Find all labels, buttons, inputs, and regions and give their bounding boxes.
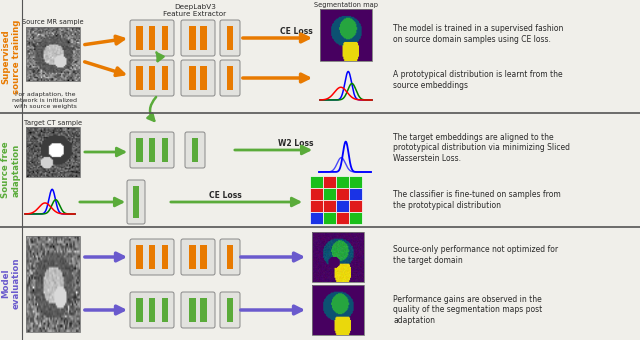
Text: Supervised
source training: Supervised source training (1, 19, 20, 94)
FancyBboxPatch shape (220, 239, 240, 275)
FancyBboxPatch shape (220, 60, 240, 96)
Bar (310, 200, 323, 212)
Bar (312, 285, 364, 335)
Bar (148, 26, 156, 50)
Text: The classifier is fine-tuned on samples from
the prototypical distribution: The classifier is fine-tuned on samples … (393, 190, 561, 210)
FancyBboxPatch shape (220, 20, 240, 56)
Bar (349, 200, 362, 212)
Bar (200, 245, 207, 269)
Bar (189, 26, 196, 50)
FancyBboxPatch shape (130, 239, 174, 275)
FancyBboxPatch shape (130, 20, 174, 56)
Bar (200, 298, 207, 322)
Bar (161, 138, 168, 162)
FancyBboxPatch shape (185, 132, 205, 168)
Bar (189, 298, 196, 322)
Bar (336, 212, 349, 224)
FancyBboxPatch shape (181, 239, 215, 275)
Bar (26, 27, 80, 81)
Bar (323, 188, 336, 200)
Bar (161, 298, 168, 322)
Bar (349, 188, 362, 200)
Bar (310, 176, 323, 188)
FancyBboxPatch shape (181, 60, 215, 96)
Text: The model is trained in a supervised fashion
on source domain samples using CE l: The model is trained in a supervised fas… (393, 24, 563, 44)
Bar (189, 66, 196, 90)
Bar (310, 212, 323, 224)
Text: W2 Loss: W2 Loss (278, 139, 314, 149)
Bar (148, 66, 156, 90)
Bar (136, 245, 143, 269)
Bar (323, 200, 336, 212)
Bar (200, 26, 207, 50)
Bar (192, 138, 198, 162)
Bar (336, 200, 349, 212)
Text: CE Loss: CE Loss (280, 28, 312, 36)
FancyBboxPatch shape (181, 20, 215, 56)
Bar (336, 176, 349, 188)
FancyBboxPatch shape (130, 132, 174, 168)
Text: The target embeddings are aligned to the
prototypical distribution via minimizin: The target embeddings are aligned to the… (393, 133, 570, 163)
Text: A prototypical distribution is learnt from the
source embeddings: A prototypical distribution is learnt fr… (393, 70, 563, 90)
Bar (227, 66, 233, 90)
Bar (310, 188, 323, 200)
Bar (136, 298, 143, 322)
Bar (227, 298, 233, 322)
Bar (349, 176, 362, 188)
Bar (136, 66, 143, 90)
FancyBboxPatch shape (181, 292, 215, 328)
Bar (200, 66, 207, 90)
Bar (336, 188, 349, 200)
FancyBboxPatch shape (127, 180, 145, 224)
Bar (26, 127, 80, 177)
Text: CE Loss: CE Loss (209, 191, 241, 201)
Bar (161, 66, 168, 90)
Text: For adaptation, the
network is initialized
with source weights: For adaptation, the network is initializ… (13, 92, 77, 108)
Bar (26, 236, 80, 332)
Bar (161, 245, 168, 269)
Bar (148, 245, 156, 269)
Text: Segmentation map: Segmentation map (314, 2, 378, 8)
Bar (136, 138, 143, 162)
Bar (189, 245, 196, 269)
Bar (132, 186, 140, 218)
Bar (349, 212, 362, 224)
FancyBboxPatch shape (220, 292, 240, 328)
Bar (323, 176, 336, 188)
Text: Source-only performance not optimized for
the target domain: Source-only performance not optimized fo… (393, 245, 558, 265)
Bar (227, 26, 233, 50)
Text: DeepLabV3
Feature Extractor: DeepLabV3 Feature Extractor (163, 4, 227, 17)
Bar (148, 138, 156, 162)
Bar (148, 298, 156, 322)
Bar (136, 26, 143, 50)
Bar (312, 232, 364, 282)
Text: Target CT sample: Target CT sample (24, 120, 82, 126)
Bar (323, 212, 336, 224)
Bar (161, 26, 168, 50)
FancyBboxPatch shape (130, 60, 174, 96)
Bar (227, 245, 233, 269)
Text: Performance gains are observed in the
quality of the segmentation maps post
adap: Performance gains are observed in the qu… (393, 295, 542, 325)
FancyBboxPatch shape (130, 292, 174, 328)
Text: Model
evaluation: Model evaluation (1, 258, 20, 309)
Text: Source free
adaptation: Source free adaptation (1, 142, 20, 198)
Bar (320, 9, 372, 61)
Text: Source MR sample: Source MR sample (22, 19, 84, 25)
